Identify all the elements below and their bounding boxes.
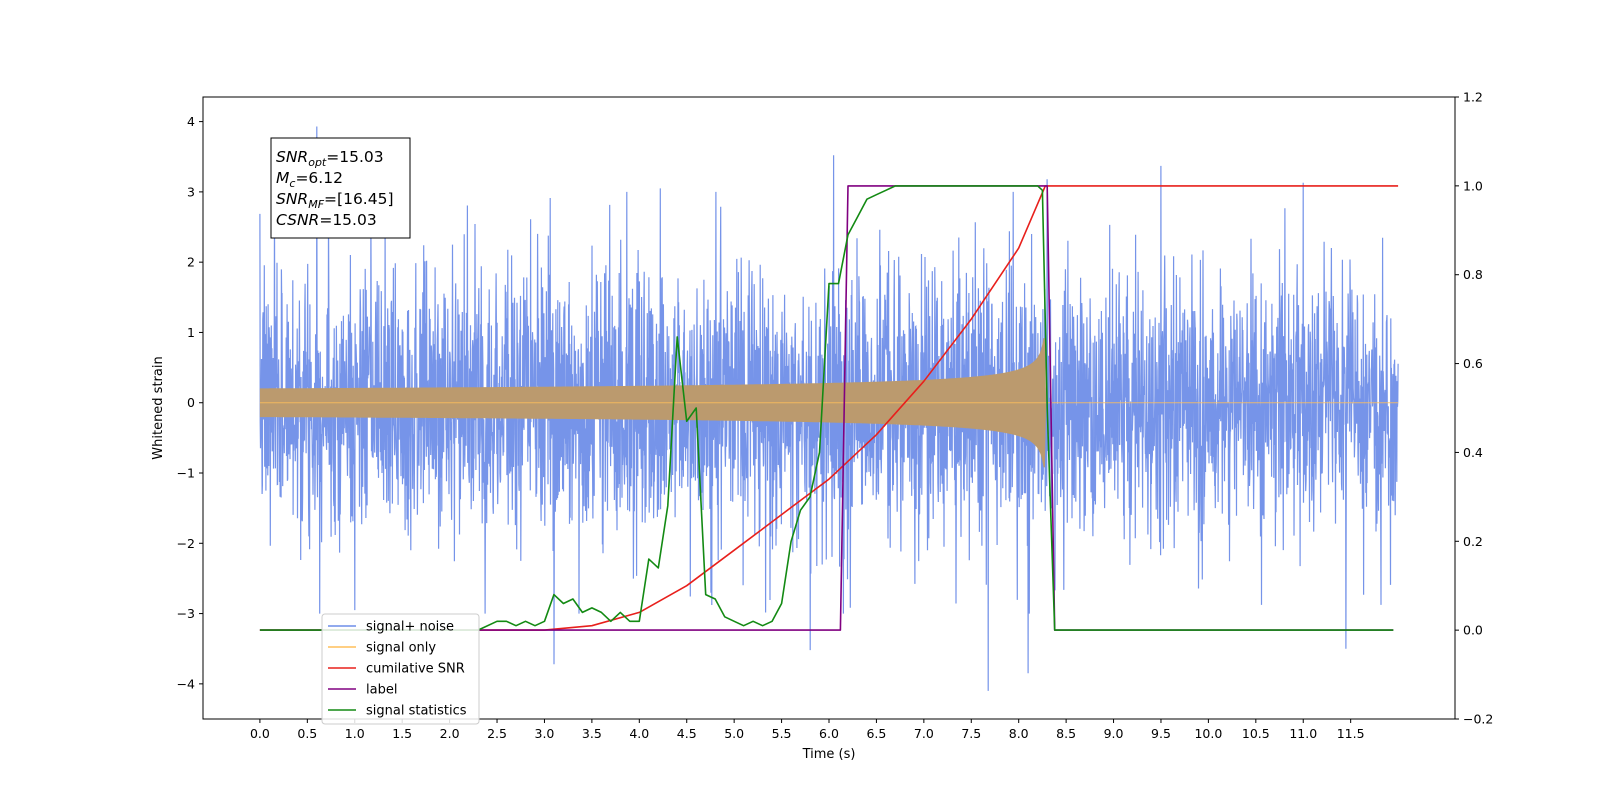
- x-tick-label: 6.0: [819, 726, 839, 741]
- x-tick-label: 10.5: [1242, 726, 1270, 741]
- series-signal-only: [259, 338, 1399, 468]
- x-tick-label: 11.0: [1289, 726, 1317, 741]
- legend: signal+ noise signal only cumilative SNR la…: [321, 613, 480, 725]
- series-cumilative-snr: [259, 185, 1399, 631]
- legend-label: signal statistics: [366, 704, 467, 719]
- y-tick-label: −4: [177, 676, 195, 691]
- legend-label: signal+ noise: [366, 620, 454, 635]
- x-tick-label: 5.5: [772, 726, 792, 741]
- legend-label: label: [366, 683, 397, 698]
- y-tick-label: 3: [187, 184, 195, 199]
- x-tick-label: 2.5: [487, 726, 507, 741]
- x-tick-label: 2.0: [440, 726, 460, 741]
- series-line: [259, 185, 1399, 631]
- x-tick-label: 6.5: [866, 726, 886, 741]
- legend-label: cumilative SNR: [366, 662, 465, 677]
- y-tick-label: −3: [177, 606, 195, 621]
- x-tick-label: 9.5: [1151, 726, 1171, 741]
- x-tick-label: 8.5: [1056, 726, 1076, 741]
- axes: 0.0 0.5 1.0 1.5 2.0 2.5 3.0 3.5 4.0 4.5 5.0 5.5 6.0 6…: [177, 90, 1494, 742]
- series-line: [259, 185, 1394, 631]
- x-tick-label: 1.5: [392, 726, 412, 741]
- annotation-box: SNRopt=15.03Mc=6.12SNRMF=[16.45]CSNR=15.…: [270, 137, 411, 239]
- x-tick-label: 0.0: [250, 726, 270, 741]
- x-tick-label: 3.0: [535, 726, 555, 741]
- plot-area: [259, 126, 1399, 691]
- x-tick-label: 11.5: [1337, 726, 1365, 741]
- y2-tick-label: 0.8: [1463, 267, 1483, 282]
- y-tick-label: −2: [177, 536, 195, 551]
- x-tick-label: 1.0: [345, 726, 365, 741]
- y2-tick-label: 0.4: [1463, 445, 1483, 460]
- x-tick-label: 3.5: [582, 726, 602, 741]
- series-signal-noise: [259, 126, 1399, 691]
- y2-tick-label: 0.2: [1463, 534, 1483, 549]
- x-tick-label: 7.0: [914, 726, 934, 741]
- x-tick-label: 10.0: [1194, 726, 1222, 741]
- y2-tick-label: 1.2: [1463, 90, 1483, 105]
- annotation-line: CSNR=15.03: [276, 211, 377, 229]
- x-tick-label: 0.5: [297, 726, 317, 741]
- x-tick-label: 4.5: [677, 726, 697, 741]
- x-tick-label: 4.0: [629, 726, 649, 741]
- y-tick-label: 4: [187, 114, 195, 129]
- y-tick-label: 1: [187, 325, 195, 340]
- y2-tick-label: 0.0: [1463, 623, 1483, 638]
- y2-tick-label: 1.0: [1463, 178, 1483, 193]
- annotation-line: Mc=6.12: [276, 169, 343, 190]
- x-tick-label: 8.0: [1009, 726, 1029, 741]
- x-axis-label: Time (s): [802, 747, 856, 762]
- noise-trace: [259, 126, 1399, 691]
- legend-frame: [321, 613, 480, 725]
- x-tick-label: 7.5: [961, 726, 981, 741]
- y-tick-label: 0: [187, 395, 195, 410]
- series-signal-statistics: [259, 185, 1394, 631]
- y-axis-label: Whitened strain: [151, 356, 166, 459]
- x-tick-label: 5.0: [724, 726, 744, 741]
- y-tick-label: 2: [187, 255, 195, 270]
- annotation-frame: [270, 137, 411, 239]
- y-tick-label: −1: [177, 466, 195, 481]
- legend-label: signal only: [366, 641, 436, 656]
- y2-tick-label: 0.6: [1463, 356, 1483, 371]
- x-tick-label: 9.0: [1104, 726, 1124, 741]
- annotation-line: SNRMF=[16.45]: [276, 190, 394, 211]
- annotation-line: SNRopt=15.03: [276, 148, 384, 169]
- y2-tick-label: −0.2: [1463, 712, 1493, 727]
